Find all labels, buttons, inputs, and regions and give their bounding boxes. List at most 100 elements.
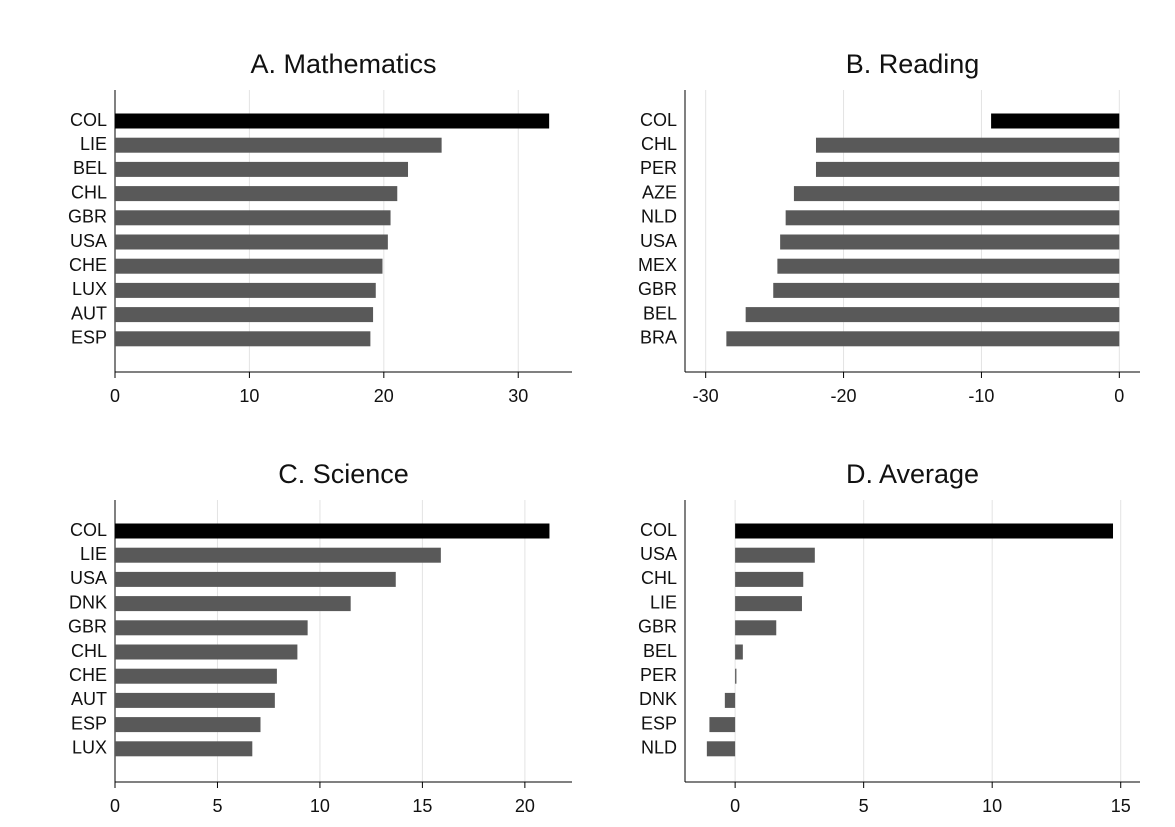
bar <box>115 692 275 708</box>
x-tick-label: 5 <box>212 796 222 816</box>
bar <box>115 137 442 153</box>
bar <box>735 620 777 636</box>
chart-title: D. Average <box>846 459 979 489</box>
category-label: MEX <box>638 255 677 275</box>
category-label: ESP <box>71 713 107 733</box>
category-label: LIE <box>650 592 677 612</box>
bar <box>115 596 351 612</box>
chart-title: A. Mathematics <box>250 49 436 79</box>
bar <box>793 186 1120 202</box>
category-label: BEL <box>643 641 677 661</box>
category-label: AUT <box>71 689 107 709</box>
x-tick-label: 10 <box>239 386 259 406</box>
x-tick-label: 0 <box>1114 386 1124 406</box>
x-tick-label: 5 <box>859 796 869 816</box>
bar <box>115 644 298 660</box>
bar <box>115 210 391 226</box>
bar <box>115 741 253 757</box>
category-label: AZE <box>642 182 677 202</box>
category-label: CHL <box>71 182 107 202</box>
category-label: AUT <box>71 303 107 323</box>
category-label: COL <box>640 110 677 130</box>
category-label: DNK <box>639 689 677 709</box>
category-label: GBR <box>638 279 677 299</box>
category-label: BRA <box>640 328 677 348</box>
category-label: USA <box>640 231 677 251</box>
category-label: ESP <box>71 328 107 348</box>
bar <box>991 113 1120 129</box>
bar <box>735 523 1114 539</box>
bar <box>706 741 736 757</box>
bar <box>777 258 1120 274</box>
chart-title: C. Science <box>278 459 409 489</box>
x-tick-label: 0 <box>110 796 120 816</box>
category-label: USA <box>70 568 107 588</box>
bar <box>780 234 1120 250</box>
category-label: COL <box>640 520 677 540</box>
category-label: GBR <box>68 207 107 227</box>
x-tick-label: 10 <box>310 796 330 816</box>
bar <box>735 547 815 563</box>
bar <box>735 644 743 660</box>
x-tick-label: -30 <box>693 386 719 406</box>
bar <box>735 668 737 684</box>
bar <box>115 258 383 274</box>
category-label: LUX <box>72 279 107 299</box>
bar <box>735 596 802 612</box>
bar <box>115 186 398 202</box>
bar <box>115 161 409 177</box>
bar <box>115 668 277 684</box>
category-label: NLD <box>641 738 677 758</box>
bar <box>115 234 388 250</box>
x-tick-label: 20 <box>515 796 535 816</box>
x-tick-label: 0 <box>110 386 120 406</box>
category-label: PER <box>640 665 677 685</box>
bar <box>115 571 396 587</box>
bar <box>115 620 308 636</box>
x-tick-label: -20 <box>831 386 857 406</box>
x-tick-label: 15 <box>412 796 432 816</box>
category-label: COL <box>70 110 107 130</box>
category-label: ESP <box>641 713 677 733</box>
category-label: BEL <box>73 158 107 178</box>
bar <box>785 210 1120 226</box>
bar <box>115 282 376 298</box>
x-tick-label: -10 <box>968 386 994 406</box>
category-label: LUX <box>72 738 107 758</box>
category-label: CHE <box>69 665 107 685</box>
category-label: LIE <box>80 544 107 564</box>
category-label: COL <box>70 520 107 540</box>
category-label: CHL <box>641 568 677 588</box>
category-label: GBR <box>638 617 677 637</box>
bar <box>709 717 736 733</box>
bar <box>815 161 1120 177</box>
category-label: USA <box>70 231 107 251</box>
bar <box>724 692 736 708</box>
bar <box>115 523 550 539</box>
category-label: USA <box>640 544 677 564</box>
bar <box>115 547 441 563</box>
category-label: BEL <box>643 303 677 323</box>
bar <box>726 331 1120 347</box>
bar <box>735 571 804 587</box>
bar <box>115 307 374 323</box>
category-label: CHL <box>71 641 107 661</box>
category-label: DNK <box>69 592 107 612</box>
bar <box>115 717 261 733</box>
category-label: GBR <box>68 617 107 637</box>
category-label: CHL <box>641 134 677 154</box>
chart-title: B. Reading <box>846 49 980 79</box>
category-label: CHE <box>69 255 107 275</box>
x-tick-label: 0 <box>730 796 740 816</box>
x-tick-label: 20 <box>374 386 394 406</box>
category-label: PER <box>640 158 677 178</box>
x-tick-label: 30 <box>508 386 528 406</box>
category-label: NLD <box>641 207 677 227</box>
x-tick-label: 10 <box>982 796 1002 816</box>
category-label: LIE <box>80 134 107 154</box>
x-tick-label: 15 <box>1111 796 1131 816</box>
bar <box>115 113 550 129</box>
bar <box>115 331 371 347</box>
bar <box>815 137 1120 153</box>
